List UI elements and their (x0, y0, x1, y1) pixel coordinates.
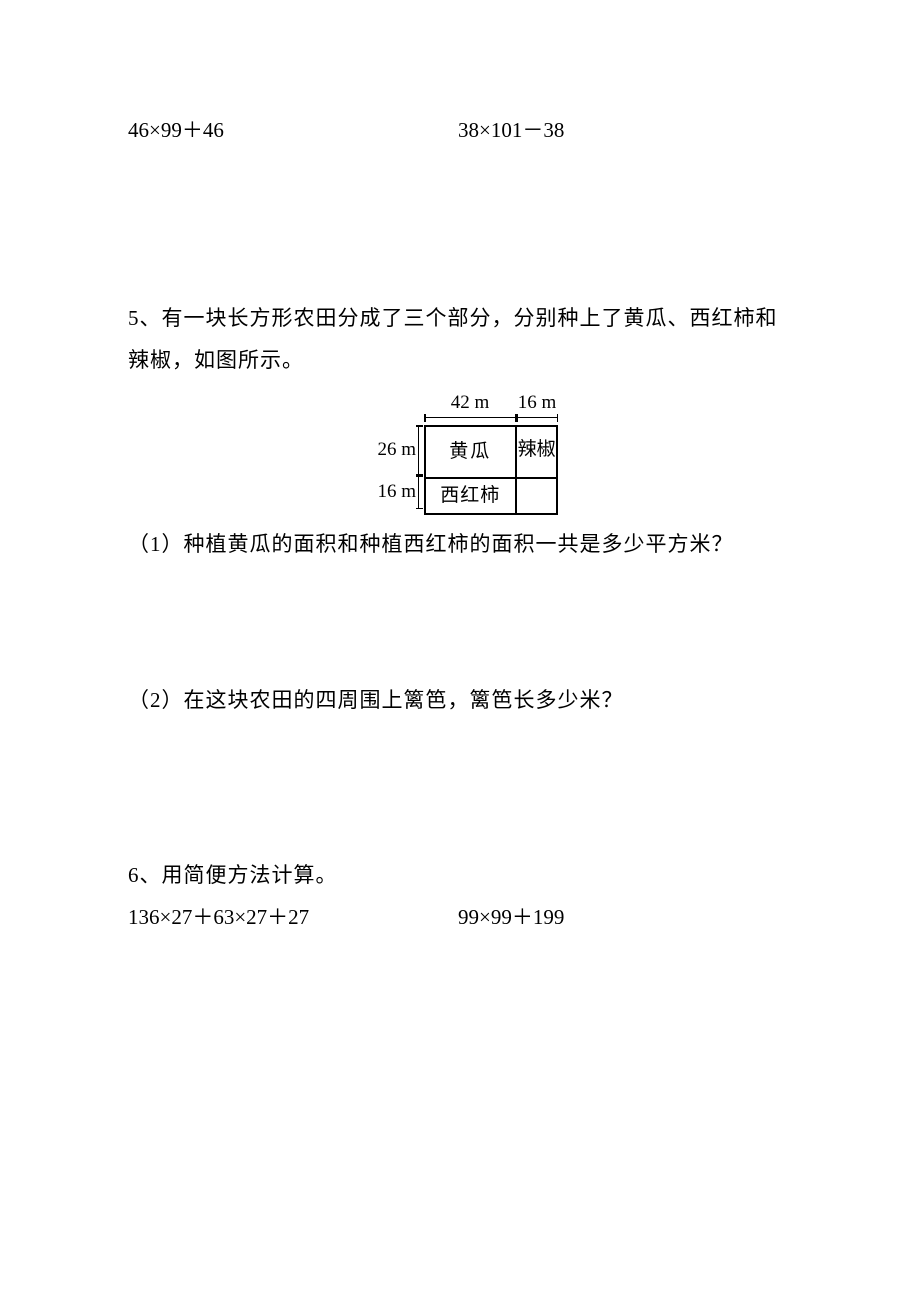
q5-sub1: （1）种植黄瓜的面积和种植西红柿的面积一共是多少平方米？ (128, 529, 792, 561)
q5-sub2-workspace (128, 716, 792, 854)
q5-diagram-wrap: 42 m 16 m 26 m 16 m (128, 389, 792, 516)
field-grid: 黄瓜 辣椒 西红柿 (424, 425, 558, 515)
question-5: 5、有一块长方形农田分成了三个部分，分别种上了黄瓜、西红柿和辣椒，如图所示。 4… (128, 297, 792, 855)
dim-vseg-26 (418, 425, 425, 475)
q6-expr-row: 136×27＋63×27＋27 99×99＋199 (128, 902, 792, 934)
q5-prompt: 5、有一块长方形农田分成了三个部分，分别种上了黄瓜、西红柿和辣椒，如图所示。 (128, 297, 792, 381)
cell-tomato: 西红柿 (426, 479, 517, 513)
expr-38x101: 38×101－38 (458, 115, 792, 147)
q5-sub1-workspace (128, 561, 792, 671)
cell-cucumber: 黄瓜 (426, 427, 517, 477)
cell-pepper-wrap: 辣椒 (517, 427, 556, 477)
grid-row-bottom: 西红柿 (426, 477, 556, 513)
dim-left-labels: 26 m 16 m (362, 425, 424, 515)
dim-label-42m: 42 m (424, 389, 516, 418)
question-6: 6、用简便方法计算。 136×27＋63×27＋27 99×99＋199 (128, 854, 792, 934)
grid-row-top: 黄瓜 辣椒 (426, 427, 556, 477)
q5-sub2: （2）在这块农田的四周围上篱笆，篱笆长多少米？ (128, 685, 792, 717)
q5-diagram: 42 m 16 m 26 m 16 m (362, 389, 558, 516)
q6-expr-left: 136×27＋63×27＋27 (128, 902, 458, 934)
q6-prompt: 6、用简便方法计算。 (128, 854, 792, 896)
dim-label-26m: 26 m (362, 425, 424, 475)
dim-seg-16 (516, 417, 558, 425)
dim-top-labels: 42 m 16 m (424, 389, 558, 418)
dim-seg-42 (424, 417, 516, 425)
diagram-grid-wrap: 黄瓜 辣椒 西红柿 (424, 425, 558, 515)
dim-label-16m-top: 16 m (516, 389, 558, 418)
dim-vseg-16 (418, 475, 425, 509)
page: 46×99＋46 38×101－38 5、有一块长方形农田分成了三个部分，分别种… (0, 0, 920, 934)
dim-bar-top (424, 417, 558, 425)
cell-pepper: 辣椒 (517, 439, 557, 461)
cell-pepper-lower (517, 479, 556, 513)
expr-46x99: 46×99＋46 (128, 115, 458, 147)
expr-row-1: 46×99＋46 38×101－38 (128, 115, 792, 147)
q6-expr-right: 99×99＋199 (458, 902, 792, 934)
diagram-body: 26 m 16 m 黄瓜 辣椒 (362, 425, 558, 515)
dim-label-16m-left: 16 m (362, 475, 424, 509)
